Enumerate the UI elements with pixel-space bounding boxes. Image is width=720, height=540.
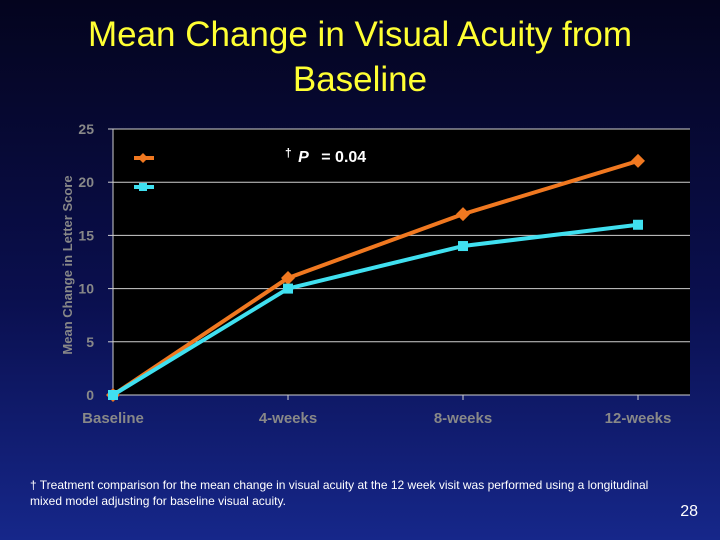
x-tick-labels: Baseline 4-weeks 8-weeks 12-weeks [82, 410, 671, 427]
data-point-square [283, 283, 293, 294]
series-line-2 [111, 222, 639, 397]
y-tick-label: 5 [86, 334, 94, 350]
data-point-diamond [456, 207, 470, 222]
y-tick-label: 15 [78, 227, 94, 243]
data-point-diamond [631, 153, 645, 168]
x-tick-label: 8-weeks [434, 410, 492, 427]
p-label: P [298, 149, 309, 166]
data-point-diamond [281, 270, 295, 285]
legend-marker-diamond [138, 153, 148, 163]
page-number: 28 [680, 503, 698, 520]
data-point-square [108, 390, 118, 400]
series [106, 153, 645, 402]
x-tick-label: 4-weeks [259, 410, 317, 427]
data-point-square [633, 219, 643, 230]
data-point-square [458, 241, 468, 252]
slide-title-line-2: Baseline [292, 60, 428, 99]
x-tick-label: Baseline [82, 410, 144, 427]
legend [134, 153, 154, 191]
y-tick-label: 0 [86, 387, 94, 403]
series-line-1 [111, 159, 639, 397]
legend-marker-square [139, 183, 147, 191]
p-value: = 0.04 [321, 149, 366, 166]
y-axis-label: Mean Change in Letter Score [60, 175, 75, 354]
gridlines [113, 128, 690, 343]
x-tick-label: 12-weeks [605, 410, 672, 427]
y-tick-label: 20 [78, 174, 94, 190]
dagger-symbol: † [285, 146, 292, 160]
y-tick-label: 10 [78, 281, 94, 297]
y-tick-label: 25 [78, 121, 94, 137]
footnote: † Treatment comparison for the mean chan… [30, 478, 649, 508]
p-value-annotation: † P = 0.04 [285, 144, 366, 166]
slide-title-line-1: Mean Change in Visual Acuity from [87, 15, 633, 54]
y-tick-labels: 0 5 10 15 20 25 [78, 121, 94, 403]
